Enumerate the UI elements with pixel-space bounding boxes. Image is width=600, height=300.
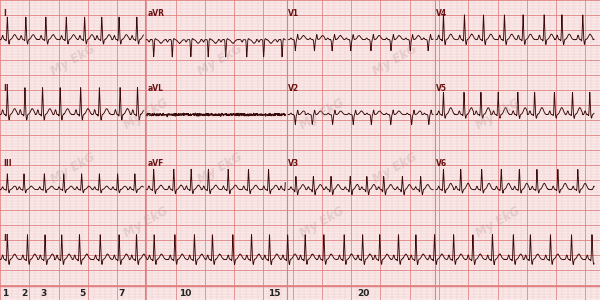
Text: I: I (4, 9, 7, 18)
Text: My EkG: My EkG (473, 204, 522, 240)
Text: My EkG: My EkG (195, 42, 244, 78)
Text: V6: V6 (436, 159, 447, 168)
Text: 3: 3 (40, 290, 46, 298)
Text: 5: 5 (80, 290, 86, 298)
Text: II: II (4, 84, 9, 93)
Text: My EkG: My EkG (371, 150, 419, 186)
Text: V2: V2 (288, 84, 299, 93)
Text: 2: 2 (22, 290, 28, 298)
Text: My EkG: My EkG (49, 150, 98, 186)
Text: My EkG: My EkG (298, 204, 346, 240)
Text: 10: 10 (179, 290, 191, 298)
Text: My EkG: My EkG (195, 150, 244, 186)
Text: 7: 7 (119, 290, 125, 298)
Text: V3: V3 (288, 159, 299, 168)
Text: III: III (4, 159, 12, 168)
Text: aVR: aVR (148, 9, 165, 18)
Text: My EkG: My EkG (298, 96, 346, 132)
Text: 20: 20 (357, 290, 370, 298)
Text: V4: V4 (436, 9, 447, 18)
Text: V5: V5 (436, 84, 447, 93)
Text: My EkG: My EkG (122, 204, 171, 240)
Text: 1: 1 (2, 290, 8, 298)
Text: 15: 15 (268, 290, 280, 298)
Text: V1: V1 (288, 9, 299, 18)
Text: aVL: aVL (148, 84, 164, 93)
Text: My EkG: My EkG (371, 42, 419, 78)
Text: aVF: aVF (148, 159, 164, 168)
Text: My EkG: My EkG (122, 96, 171, 132)
Text: My EkG: My EkG (473, 96, 522, 132)
Text: My EkG: My EkG (49, 42, 98, 78)
Text: II: II (4, 234, 9, 243)
